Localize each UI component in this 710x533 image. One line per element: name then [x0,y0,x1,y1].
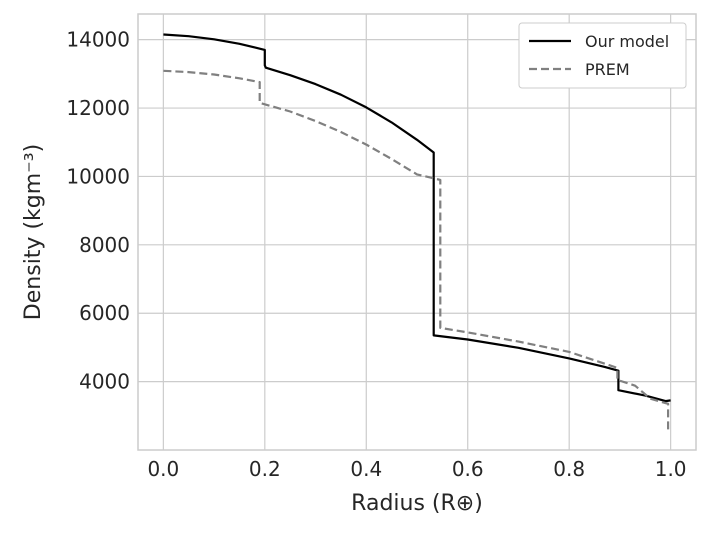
legend-box [518,22,687,89]
data-lines [163,33,671,430]
legend-label-our-model: Our model [585,32,669,51]
y-tick-label: 4000 [79,370,130,394]
plot-frame [137,13,697,451]
x-tick-label: 0.2 [249,457,281,481]
y-tick-label: 10000 [66,164,130,188]
legend: Our model PREM [518,22,687,89]
x-tick-label: 1.0 [655,457,687,481]
x-tick-label: 0.6 [452,457,484,481]
x-axis-label: Radius (R⊕) [351,491,483,516]
x-tick-label: 0.8 [553,457,585,481]
legend-label-prem: PREM [585,60,630,79]
y-tick-label: 6000 [79,301,130,325]
series-line-prem [163,69,670,430]
x-tick-label: 0.0 [147,457,179,481]
grid-lines [138,14,696,450]
x-tick-labels: 0.0 0.2 0.4 0.6 0.8 1.0 [147,457,686,481]
y-tick-labels: 4000 6000 8000 10000 12000 14000 [66,28,130,394]
y-tick-label: 8000 [79,233,130,257]
y-tick-label: 14000 [66,28,130,52]
y-tick-label: 12000 [66,96,130,120]
y-axis-label: Density (kgm⁻³) [21,144,46,320]
x-tick-label: 0.4 [350,457,382,481]
